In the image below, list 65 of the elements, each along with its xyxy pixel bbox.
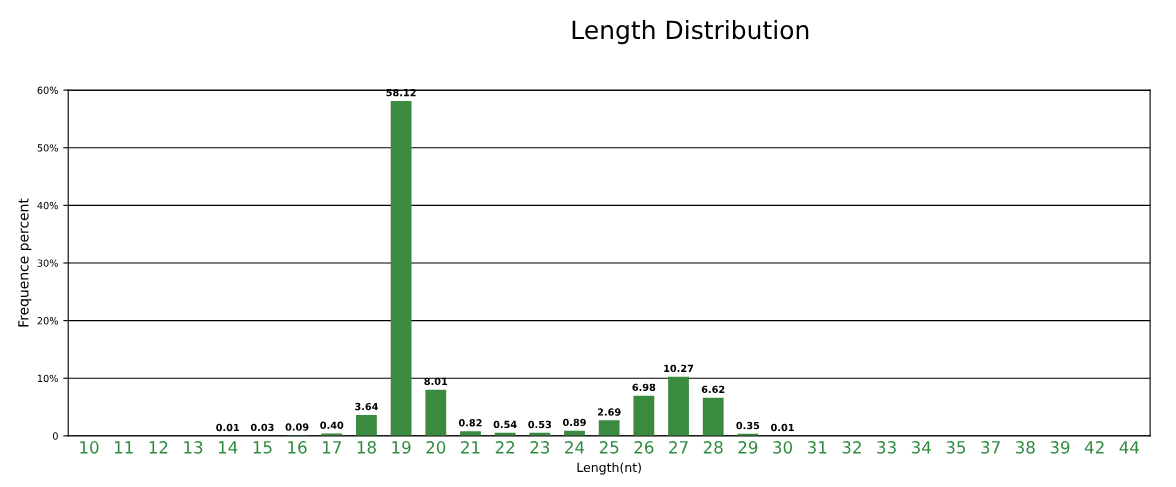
- x-tick-label: 30: [773, 441, 793, 454]
- y-tick-label: 30%: [37, 259, 58, 267]
- data-label: 6.62: [701, 385, 725, 394]
- data-label: 0.40: [320, 421, 344, 429]
- bar: [633, 395, 655, 436]
- x-tick-label: 22: [495, 441, 515, 454]
- x-tick-label: 21: [461, 441, 480, 454]
- bar: [425, 389, 447, 436]
- data-label: 8.01: [424, 377, 448, 386]
- x-tick-label: 29: [738, 441, 758, 454]
- data-label: 58.12: [386, 88, 416, 97]
- x-tick-label: 19: [392, 441, 411, 454]
- data-label: 0.01: [216, 423, 240, 432]
- x-tick-label: 42: [1084, 441, 1104, 454]
- data-label: 0.54: [493, 420, 517, 429]
- data-label: 2.69: [597, 408, 621, 416]
- x-tick-label: 26: [634, 441, 654, 454]
- data-label: 0.89: [562, 418, 586, 427]
- data-label: 0.09: [285, 423, 309, 431]
- x-tick-label: 35: [946, 441, 966, 454]
- y-tick-label: 10%: [37, 374, 58, 383]
- data-label: 0.53: [528, 420, 552, 429]
- data-label: 0.03: [250, 423, 274, 432]
- x-tick-label: 10: [80, 441, 99, 454]
- x-tick-label: 11: [114, 441, 133, 454]
- data-label: 0.35: [736, 421, 760, 430]
- bar: [356, 414, 377, 436]
- y-tick-label: 50%: [37, 144, 58, 152]
- y-tick-label: 60%: [37, 86, 58, 94]
- x-tick-label: 15: [253, 441, 272, 454]
- data-label: 10.27: [664, 364, 694, 373]
- bar: [702, 397, 724, 436]
- x-tick-label: 17: [322, 441, 341, 454]
- bar: [668, 376, 689, 436]
- chart-title: Length Distribution: [572, 19, 809, 45]
- x-tick-label: 14: [218, 441, 238, 454]
- x-tick-label: 20: [426, 441, 446, 454]
- x-tick-label: 33: [877, 441, 896, 454]
- x-tick-label: 18: [357, 441, 376, 454]
- data-label: 6.98: [632, 383, 656, 391]
- x-tick-label: 23: [530, 441, 550, 454]
- x-tick-label: 24: [565, 441, 585, 454]
- data-label: 3.64: [355, 402, 378, 411]
- x-tick-label: 27: [669, 441, 688, 454]
- x-tick-label: 28: [703, 441, 723, 454]
- y-tick-label: 0: [52, 432, 58, 440]
- y-tick-label: 40%: [37, 201, 58, 210]
- x-tick-label: 16: [288, 441, 307, 454]
- x-tick-label: 34: [911, 441, 931, 454]
- x-tick-label: 32: [842, 441, 861, 454]
- x-axis-title: Length(nt): [577, 462, 641, 475]
- bar: [390, 100, 412, 436]
- x-tick-label: 13: [184, 441, 203, 454]
- x-tick-label: 38: [1015, 441, 1035, 454]
- data-label: 0.01: [771, 423, 794, 432]
- x-tick-label: 39: [1050, 441, 1070, 454]
- x-tick-label: 12: [149, 441, 168, 454]
- x-tick-label: 31: [807, 441, 827, 454]
- bar: [598, 420, 620, 436]
- x-tick-label: 44: [1119, 441, 1139, 454]
- y-axis-title: Frequence percent: [18, 198, 32, 327]
- data-label: 0.82: [458, 419, 482, 427]
- x-tick-label: 25: [599, 441, 619, 454]
- y-tick-label: 20%: [37, 317, 58, 325]
- x-tick-label: 37: [981, 441, 1000, 454]
